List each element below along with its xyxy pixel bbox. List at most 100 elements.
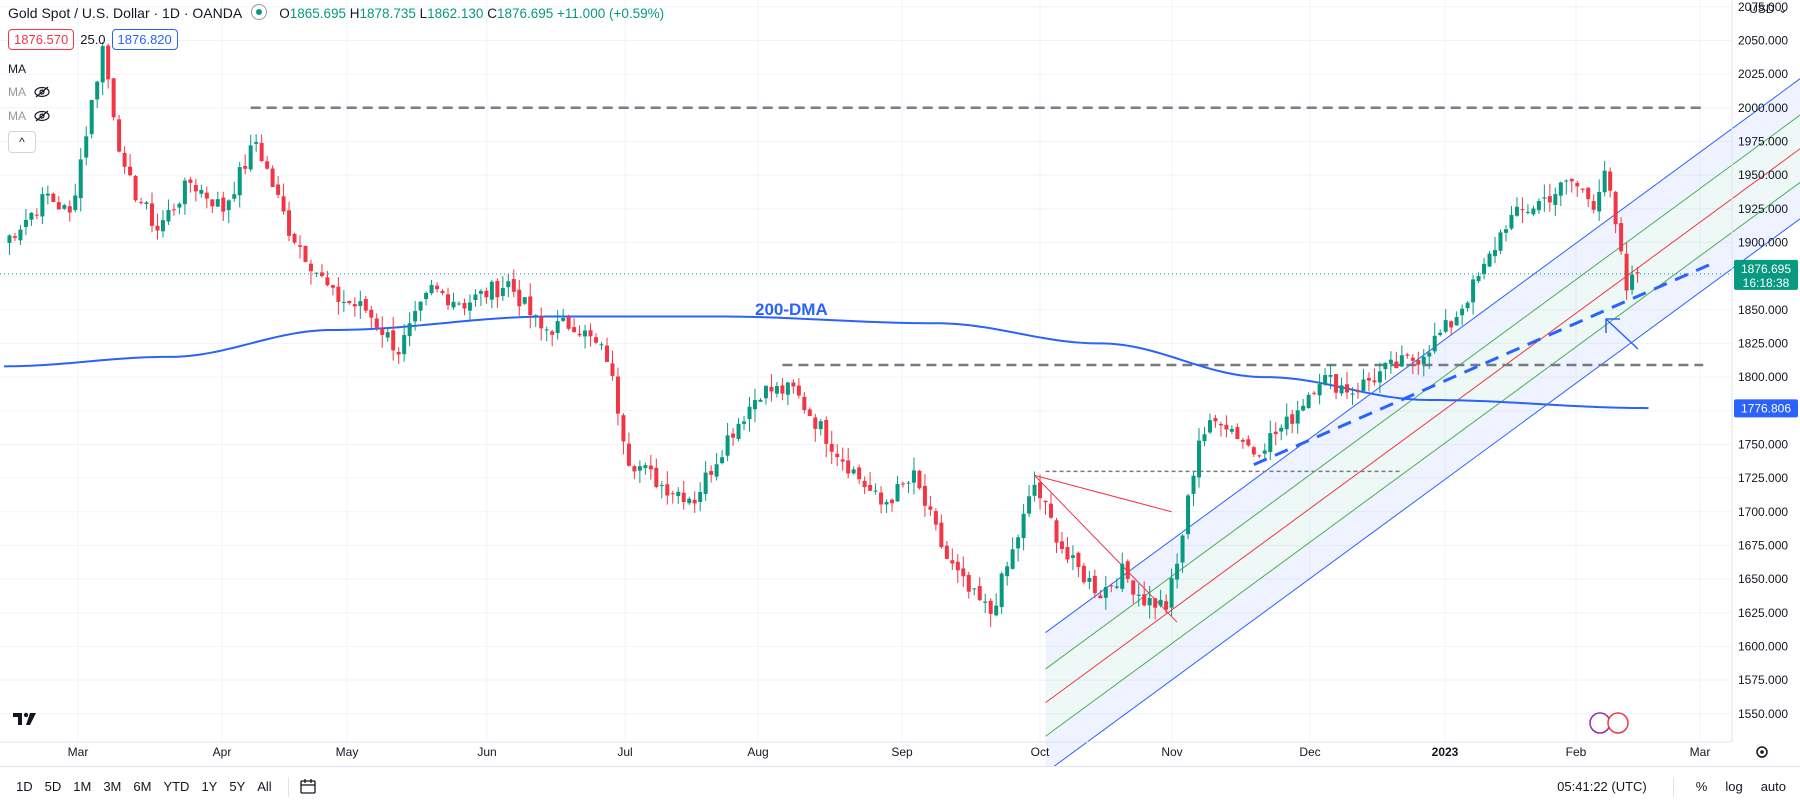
candle-body [714,464,719,477]
indicator-ma-3[interactable]: MA [8,109,50,123]
auto-scale-button[interactable]: auto [1760,779,1786,794]
candle [1591,194,1596,214]
candle-body [1032,484,1037,496]
candle-body [177,203,182,208]
price-chart[interactable]: 200-DMA 1550.0001575.0001600.0001625.0001… [0,0,1800,766]
candle [1131,580,1136,604]
hidden-eye-icon[interactable] [34,86,50,98]
ma200-line[interactable] [3,315,1649,410]
timeframe-button-5y[interactable]: 5Y [229,779,246,794]
indicator-ma-1[interactable]: MA [8,62,26,76]
arrow-annotation[interactable] [1605,318,1639,350]
channel-line[interactable] [1045,45,1800,670]
candle-body [879,492,884,505]
price-tick-label: 2050.000 [1738,33,1788,47]
pitchfork-handle[interactable] [1034,474,1172,513]
candle-body [325,277,330,286]
price-tick-label: 2025.000 [1738,67,1788,81]
timeframe-button-all[interactable]: All [257,779,272,794]
candle [1164,594,1169,614]
event-flags[interactable] [1589,712,1629,734]
channel-line[interactable] [1045,113,1800,737]
candle-body [78,159,83,199]
candle [1334,374,1339,400]
candle [824,416,829,458]
timeframe-button-1y[interactable]: 1Y [201,779,218,794]
ma-price-tag[interactable]: 1776.806 [1734,399,1798,418]
utc-clock[interactable]: 05:41:22 (UTC) [1557,779,1647,794]
trendline[interactable] [1253,261,1715,467]
price-tick-label: 1600.000 [1738,639,1788,653]
candle [1103,576,1108,610]
candle [1372,368,1377,386]
candle [1262,443,1267,461]
candle-body [1010,549,1015,569]
price-tick-label: 1800.000 [1738,370,1788,384]
candle-body [1257,455,1262,457]
candle [12,232,17,242]
market-status-icon[interactable] [251,4,268,20]
candle [681,481,686,510]
candle-body [139,202,144,204]
hidden-eye-icon[interactable] [34,110,50,122]
timeframe-button-6m[interactable]: 6M [133,779,152,794]
us-flag-icon[interactable] [1589,712,1611,734]
channel-line[interactable] [1046,149,1800,766]
regression-channel[interactable] [1034,9,1800,766]
candle [199,184,204,198]
time-axis[interactable]: Mar Apr May Jun Jul Aug Sep Oct Nov Dec 2023 Feb Mar [0,741,1732,759]
buy-button[interactable]: 1876.820 [111,29,178,50]
timeframe-button-1d[interactable]: 1D [16,779,33,794]
candle [1005,561,1010,586]
candle-body [813,417,818,429]
candle-body [347,300,352,304]
candle [583,324,588,349]
candle [429,279,434,296]
candle-body [1207,420,1212,433]
candle [736,417,741,442]
candle-body [84,136,89,158]
currency-selector[interactable]: USD ⌄ [1749,2,1788,16]
candle [1388,351,1393,374]
gear-icon[interactable] [1756,746,1768,758]
candle [840,447,845,471]
timeframe-button-3m[interactable]: 3M [103,779,122,794]
time-tick-label: Apr [213,745,232,759]
log-scale-button[interactable]: log [1725,779,1743,794]
candle [1355,382,1360,399]
candle-body [1493,250,1498,257]
candle [243,154,248,175]
price-tick-label: 1700.000 [1738,505,1788,519]
candle-body [1542,197,1547,199]
us-flag-icon[interactable] [1607,712,1629,734]
price-axis[interactable]: 1550.000 1575.000 1600.000 1625.000 1650.000… [1731,0,1788,742]
channel-line[interactable] [1045,9,1800,633]
timeframe-button-ytd[interactable]: YTD [163,779,190,794]
timeframe-button-5d[interactable]: 5D [44,779,62,794]
candle-body [621,415,626,442]
candle [774,381,779,398]
symbol-title[interactable]: Gold Spot / U.S. Dollar · 1D · OANDA [8,5,242,21]
candle [687,496,692,506]
pitchfork-handle[interactable] [1034,475,1178,623]
indicator-ma-2[interactable]: MA [8,85,50,99]
candle-body [522,297,527,304]
timeframe-button-1m[interactable]: 1M [73,779,92,794]
candle-body [972,588,977,590]
candle-body [1224,424,1229,430]
candle-body [1635,272,1640,274]
candle [1032,471,1037,502]
horizontal-levels[interactable] [250,106,1704,473]
sell-button[interactable]: 1876.570 [8,29,75,50]
candle [725,422,730,462]
channel-line[interactable] [1045,79,1800,703]
candle [489,280,494,309]
tradingview-logo-icon[interactable] [10,706,40,730]
candle [435,282,440,293]
candle [928,495,933,516]
percent-scale-button[interactable]: % [1695,779,1708,794]
date-range-icon[interactable] [299,778,317,795]
ma200-annotation[interactable]: 200-DMA [755,300,828,319]
collapse-indicators-button[interactable]: ^ [8,131,36,153]
